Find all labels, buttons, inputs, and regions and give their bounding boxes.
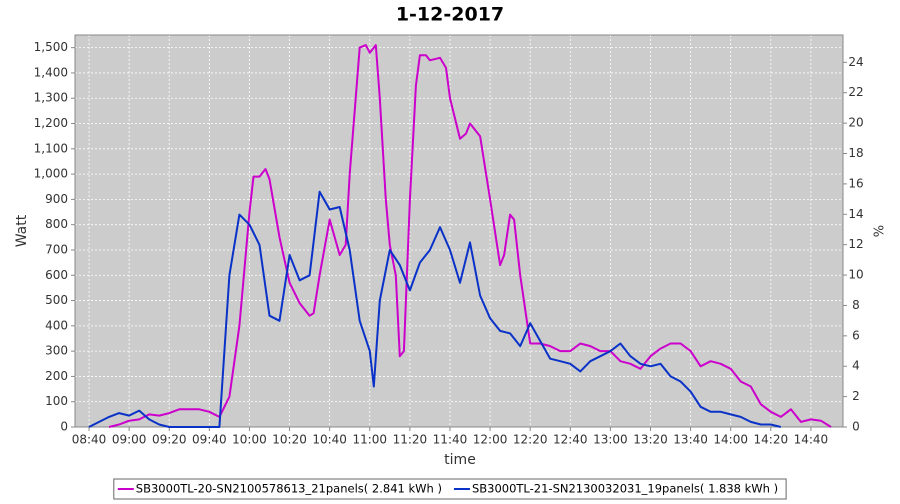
y2-tick-label: 22 <box>848 85 863 99</box>
y2-tick-label: 18 <box>848 146 863 160</box>
y-tick-label: 1,200 <box>34 116 68 130</box>
x-tick-label: 12:40 <box>553 433 588 447</box>
x-tick-label: 14:20 <box>754 433 789 447</box>
y-tick-label: 1,300 <box>34 91 68 105</box>
x-tick-label: 14:40 <box>794 433 829 447</box>
chart-title: 1-12-2017 <box>396 4 504 26</box>
x-tick-label: 14:00 <box>713 433 748 447</box>
y-tick-label: 400 <box>45 318 68 332</box>
legend-box <box>113 478 787 500</box>
y-tick-label: 300 <box>45 344 68 358</box>
x-tick-label: 10:20 <box>272 433 307 447</box>
x-tick-label: 13:00 <box>593 433 628 447</box>
x-tick-label: 11:40 <box>433 433 468 447</box>
y2-tick-label: 12 <box>848 237 863 251</box>
y-tick-label: 1,000 <box>34 167 68 181</box>
x-tick-label: 10:00 <box>232 433 267 447</box>
y2-axis-label: % <box>873 225 888 237</box>
series-line <box>88 190 782 428</box>
y-tick-label: 700 <box>45 242 68 256</box>
legend: SB3000TL-20-SN2100578613_21panels( 2.841… <box>113 478 787 500</box>
y-tick-label: 1,500 <box>34 40 68 54</box>
x-tick-label: 09:40 <box>192 433 227 447</box>
x-tick-label: 09:20 <box>152 433 187 447</box>
plot-border <box>74 34 844 428</box>
y2-tick-label: 6 <box>852 328 860 342</box>
y-tick-label: 0 <box>60 420 68 434</box>
y2-tick-label: 24 <box>848 55 863 69</box>
x-tick-label: 12:00 <box>473 433 508 447</box>
x-tick-label: 13:20 <box>633 433 668 447</box>
y-tick-label: 600 <box>45 268 68 282</box>
y-tick-label: 500 <box>45 293 68 307</box>
y-tick-label: 1,400 <box>34 65 68 79</box>
y2-tick-label: 8 <box>852 298 860 312</box>
legend-label: SB3000TL-21-SN2130032031_19panels( 1.838… <box>472 482 778 496</box>
y2-tick-label: 0 <box>852 420 860 434</box>
x-tick-label: 11:00 <box>352 433 387 447</box>
y2-tick-label: 4 <box>852 359 860 373</box>
y2-tick-label: 14 <box>848 207 863 221</box>
x-tick-label: 10:40 <box>312 433 347 447</box>
y2-tick-label: 20 <box>848 116 863 130</box>
x-tick-label: 13:40 <box>673 433 708 447</box>
y2-tick-label: 2 <box>852 389 860 403</box>
series-line <box>108 44 832 428</box>
y2-tick-label: 10 <box>848 268 863 282</box>
y2-tick-label: 16 <box>848 176 863 190</box>
y-tick-label: 1,100 <box>34 141 68 155</box>
y-tick-label: 100 <box>45 394 68 408</box>
x-tick-label: 08:40 <box>72 433 107 447</box>
x-tick-label: 11:20 <box>393 433 428 447</box>
x-tick-label: 12:20 <box>513 433 548 447</box>
y-tick-label: 200 <box>45 369 68 383</box>
y-axis-label: Watt <box>14 214 30 247</box>
x-axis-label: time <box>444 452 476 468</box>
x-tick-label: 09:00 <box>112 433 147 447</box>
y-tick-label: 900 <box>45 192 68 206</box>
y-tick-label: 800 <box>45 217 68 231</box>
legend-label: SB3000TL-20-SN2100578613_21panels( 2.841… <box>136 482 442 496</box>
